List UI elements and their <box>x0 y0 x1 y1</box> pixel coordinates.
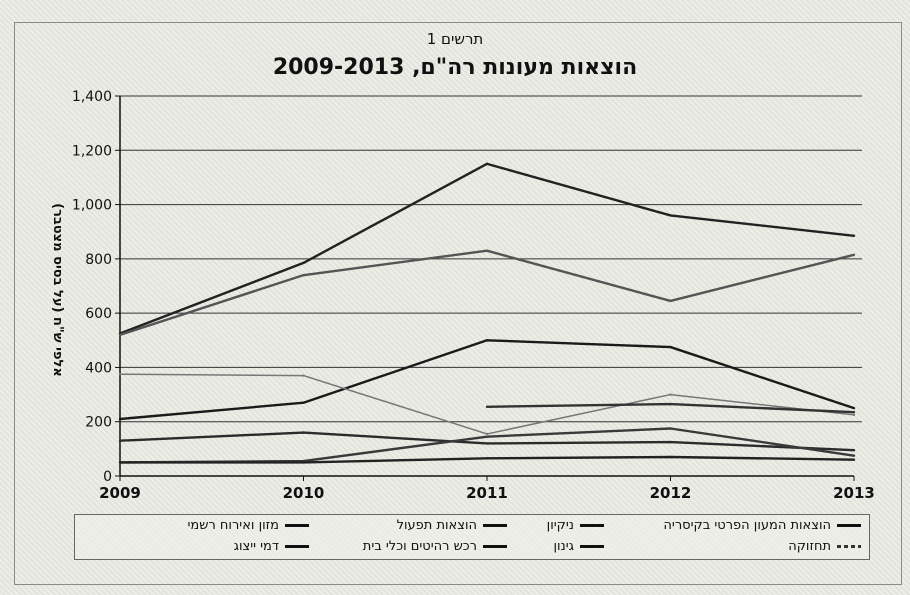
data-point <box>852 411 856 414</box>
legend-label: תחזוקה <box>788 539 831 554</box>
legend-label: דמי ייצוג <box>233 539 279 554</box>
y-tick-label: 800 <box>85 252 112 268</box>
data-point <box>852 458 856 461</box>
y-tick-labels: 0 200 400 600 800 1,000 1,200 1,400 <box>72 89 120 485</box>
series-line <box>119 249 855 336</box>
data-point <box>669 299 672 303</box>
data-point <box>485 162 489 166</box>
data-point <box>852 253 856 256</box>
data-point <box>485 457 489 460</box>
legend-swatch <box>580 524 604 527</box>
y-tick-label: 1,000 <box>72 198 112 214</box>
legend-swatch <box>285 524 309 527</box>
data-point <box>669 402 672 406</box>
data-point <box>669 393 672 396</box>
legend-label: רכש רהיטים וכלי בית <box>362 539 477 554</box>
legend-item: תחזוקה <box>788 539 861 554</box>
data-point <box>852 413 856 417</box>
legend-label: ניקיון <box>546 518 574 533</box>
data-point <box>302 431 305 434</box>
data-point <box>118 439 122 442</box>
y-tick-label: 1,200 <box>72 143 112 159</box>
legend-swatch <box>837 545 861 548</box>
series-line <box>119 373 855 435</box>
legend-swatch <box>483 545 507 548</box>
data-point <box>852 234 856 237</box>
data-point <box>302 374 305 377</box>
legend-swatch <box>285 545 309 548</box>
data-point <box>852 406 856 410</box>
data-point <box>485 442 489 445</box>
y-axis-label: אלפי ש"ח (על בסיס מצטבר) <box>50 203 65 377</box>
x-tick-label: 2013 <box>833 484 875 502</box>
x-tick-label: 2009 <box>99 484 141 502</box>
gridlines <box>120 95 862 423</box>
y-tick-label: 600 <box>85 306 112 322</box>
data-point <box>485 405 489 408</box>
series-lines <box>118 162 856 464</box>
y-tick-label: 400 <box>85 360 112 376</box>
axes <box>119 96 854 477</box>
data-point <box>852 454 856 457</box>
data-point <box>485 432 489 436</box>
legend-item: ניקיון <box>547 518 604 533</box>
x-tick-label: 2012 <box>650 484 692 502</box>
legend-item: הוצאות המעון הפרטי בקיסריה <box>663 518 861 533</box>
data-point <box>669 345 672 349</box>
x-tick-labels: 2009 2010 2011 2012 2013 <box>99 476 875 502</box>
data-point <box>118 461 122 464</box>
data-point <box>485 249 489 252</box>
legend-item: מזון ואירוח רשמי <box>188 518 309 533</box>
data-point <box>669 214 672 217</box>
data-point <box>669 455 672 459</box>
data-point <box>485 435 489 438</box>
legend-label: מזון ואירוח רשמי <box>187 518 279 533</box>
legend-item: גינון <box>553 539 604 554</box>
data-point <box>485 339 489 342</box>
y-tick-label: 0 <box>103 469 112 485</box>
legend-label: גינון <box>553 539 574 554</box>
series-line <box>119 431 855 452</box>
y-tick-label: 1,400 <box>72 89 112 105</box>
legend-label: הוצאות תפעול <box>396 518 477 533</box>
legend-label: הוצאות המעון הפרטי בקיסריה <box>663 518 831 533</box>
data-point <box>118 373 122 376</box>
legend-swatch <box>580 545 604 548</box>
legend-swatch <box>483 524 507 527</box>
chart-legend: הוצאות המעון הפרטי בקיסריה ניקיון הוצאות… <box>74 514 870 560</box>
chart-frame <box>14 22 902 585</box>
legend-item: רכש רהיטים וכלי בית <box>363 539 507 554</box>
data-point <box>302 461 305 464</box>
data-point <box>118 417 122 421</box>
data-point <box>669 440 672 444</box>
legend-item: דמי ייצוג <box>234 539 309 554</box>
data-point <box>852 449 856 452</box>
data-point <box>302 273 305 277</box>
data-point <box>302 401 305 404</box>
legend-item: הוצאות תפעול <box>397 518 507 533</box>
data-point <box>669 427 672 430</box>
figure-label: תרשים 1 <box>426 30 484 48</box>
data-point <box>118 333 122 337</box>
data-point <box>302 261 305 265</box>
series-line <box>119 162 855 335</box>
x-tick-label: 2010 <box>283 484 325 502</box>
y-tick-label: 200 <box>85 415 112 431</box>
legend-swatch <box>837 524 861 527</box>
chart-title: הוצאות מעונות רה"ם, 2009-2013 <box>272 55 638 80</box>
x-tick-label: 2011 <box>466 484 508 502</box>
